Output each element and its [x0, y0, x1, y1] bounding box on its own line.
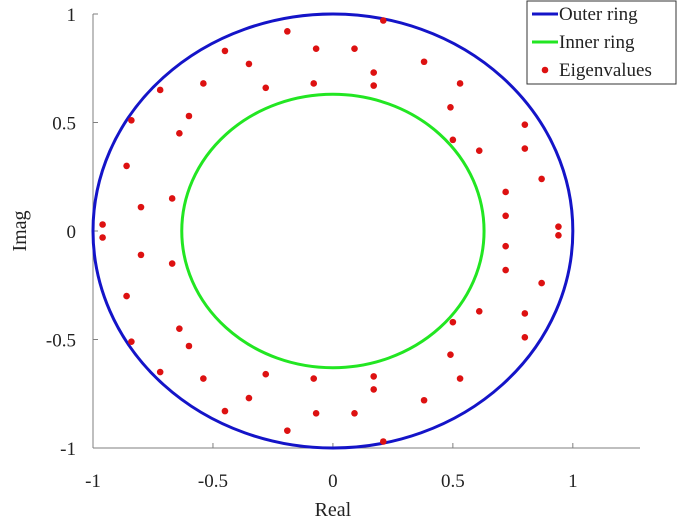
outer-ring-circle [91, 12, 575, 450]
y-axis-ticks: 1 0.5 0 -0.5 -1 [46, 5, 98, 460]
y-tick-label: -0.5 [46, 331, 76, 352]
eigenvalue-point [379, 438, 387, 445]
eigenvalue-point [351, 45, 358, 53]
inner-ring-circle [180, 92, 486, 370]
eigenvalue-point [128, 117, 135, 124]
eigenvalue-point [420, 396, 428, 404]
x-tick-label: -0.5 [198, 471, 228, 492]
eigenvalue-point [351, 409, 358, 417]
eigenvalue-point [370, 82, 377, 89]
eigenvalue-point [312, 409, 320, 417]
eigenvalue-point [221, 407, 229, 415]
eigenvalue-point [420, 58, 428, 66]
y-tick-label: 0.5 [52, 114, 76, 135]
eigenvalue-point [168, 195, 176, 202]
y-axis-label: Imag [9, 210, 31, 251]
y-tick-label: -1 [60, 439, 76, 460]
eigenvalue-point [449, 318, 457, 326]
eigenvalue-point [221, 47, 229, 55]
eigenvalue-point [310, 375, 318, 382]
eigenvalue-point [456, 375, 464, 382]
eigenvalue-point [475, 147, 483, 155]
x-axis-label: Real [315, 499, 352, 521]
x-tick-label: 1 [568, 471, 578, 492]
eigenvalue-point [447, 351, 454, 358]
eigenvalue-point [123, 292, 130, 300]
eigenvalue-point [137, 203, 145, 211]
eigenvalue-points [99, 17, 562, 445]
eigenvalue-point [176, 325, 183, 332]
eigenvalue-point [555, 223, 562, 230]
eigenvalue-point [538, 279, 545, 287]
eigenvalue-point [137, 251, 145, 259]
eigenvalue-point [502, 266, 509, 274]
eigenvalue-point [521, 121, 529, 128]
eigenvalue-point [185, 112, 193, 120]
eigenvalue-point [123, 162, 130, 170]
eigenvalue-point [284, 427, 291, 434]
eigenvalue-point [312, 45, 320, 53]
legend-swatch-dot [541, 66, 549, 74]
eigenvalue-point [456, 80, 464, 87]
legend-label: Outer ring [559, 4, 638, 25]
eigenvalue-point [538, 175, 545, 183]
x-axis-ticks: -1 -0.5 0 0.5 1 [85, 443, 578, 492]
x-tick-label: -1 [85, 471, 101, 492]
eigenvalue-point [502, 212, 509, 220]
eigenvalue-point [99, 234, 106, 241]
rings-layer [91, 12, 575, 450]
eigenvalue-point [99, 221, 106, 228]
x-tick-label: 0 [328, 471, 338, 492]
eigenvalue-point [168, 260, 176, 267]
eigenvalue-point [379, 17, 387, 24]
eigenvalue-point [176, 130, 183, 137]
eigenvalue-point [502, 188, 509, 196]
eigenvalue-point [370, 69, 377, 76]
eigenvalue-point [449, 136, 457, 144]
eigenvalue-point [521, 145, 529, 152]
chart-legend: Outer ring Inner ring Eigenvalues [526, 0, 677, 85]
eigenvalue-point [245, 60, 253, 68]
eigenvalue-point [200, 80, 207, 87]
eigenvalue-point [245, 394, 253, 402]
eigenvalue-point [284, 28, 291, 35]
legend-label: Inner ring [559, 32, 635, 53]
y-tick-label: 1 [67, 5, 77, 26]
eigenvalue-point [370, 386, 377, 393]
eigenvalue-point [370, 373, 377, 380]
eigenvalue-point [475, 307, 483, 315]
x-tick-label: 0.5 [441, 471, 465, 492]
eigenvalue-point [156, 86, 164, 94]
eigenvalue-point [185, 342, 193, 350]
eigenvalue-point [502, 242, 509, 250]
legend-label: Eigenvalues [559, 60, 652, 81]
eigenvalue-point [128, 338, 135, 345]
y-tick-label: 0 [67, 222, 77, 243]
eigenvalue-point [521, 334, 529, 341]
eigenvalue-point [310, 80, 318, 87]
eigenvalue-point [521, 310, 529, 317]
eigenvalue-point [156, 368, 164, 376]
eigenvalue-point [262, 370, 270, 378]
eigenvalue-point [262, 84, 270, 92]
eigenvalue-point [447, 104, 454, 111]
eigenvalue-point [200, 375, 207, 382]
eigenvalue-point [555, 232, 562, 239]
